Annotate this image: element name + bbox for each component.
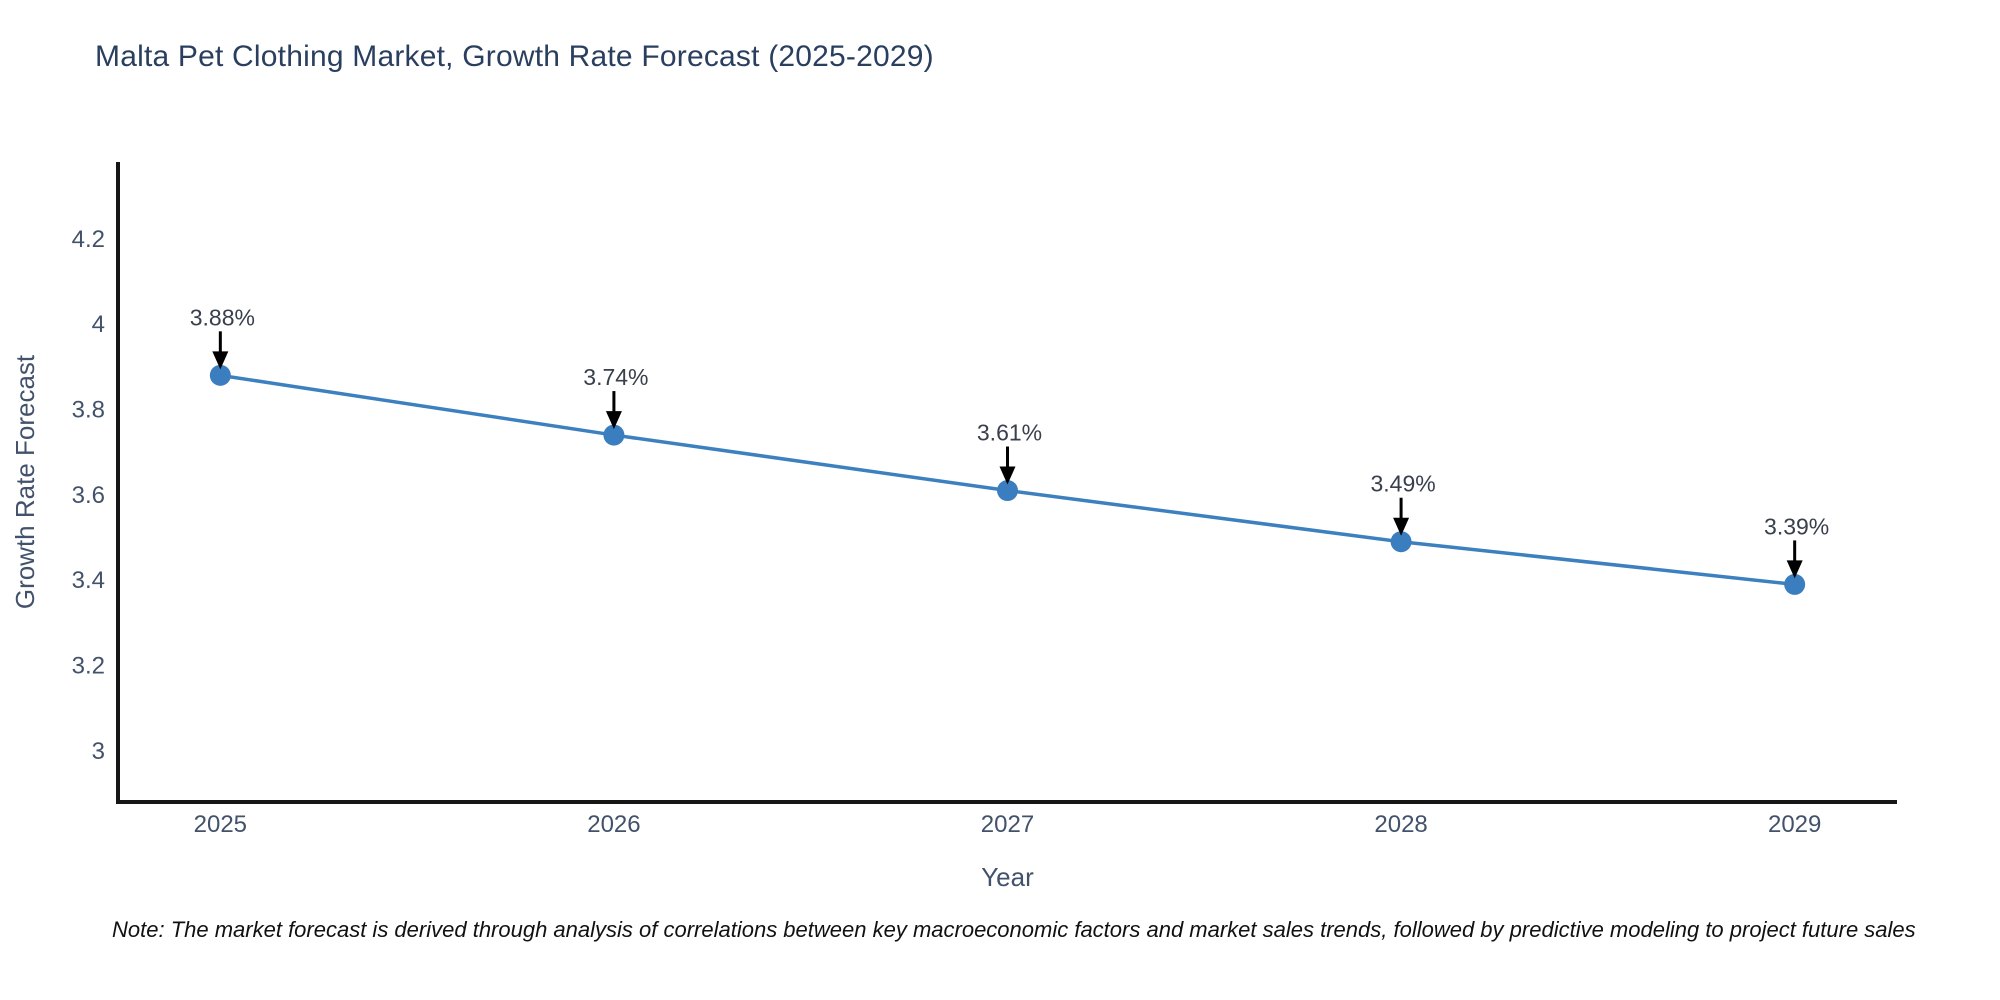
data-point-label: 3.61% — [977, 420, 1042, 446]
y-axis-tick-label: 3.4 — [72, 567, 105, 594]
x-axis-tick-label: 2029 — [1768, 811, 1821, 838]
data-point-label: 3.88% — [190, 304, 255, 330]
chart-footnote: Note: The market forecast is derived thr… — [112, 917, 1916, 942]
data-point-label: 3.49% — [1370, 471, 1435, 497]
annotation-arrowhead-icon — [212, 351, 229, 370]
annotation-arrowhead-icon — [1393, 517, 1410, 536]
x-axis-tick-label: 2027 — [981, 811, 1034, 838]
chart-title: Malta Pet Clothing Market, Growth Rate F… — [95, 40, 934, 73]
data-point-marker[interactable] — [1390, 531, 1412, 553]
data-point-label: 3.74% — [583, 364, 648, 390]
y-axis-tick-label: 3.6 — [72, 482, 105, 509]
y-axis-tick-label: 3 — [92, 738, 105, 765]
x-axis-tick-label: 2026 — [587, 811, 640, 838]
y-axis-tick-label: 4.2 — [72, 226, 105, 253]
data-point-marker[interactable] — [209, 364, 231, 386]
annotation-arrowhead-icon — [1786, 560, 1803, 579]
x-axis-tick-label: 2028 — [1374, 811, 1427, 838]
y-axis-tick-label: 3.2 — [72, 652, 105, 679]
x-axis-tick-label: 2025 — [194, 811, 247, 838]
y-axis-title: Growth Rate Forecast — [10, 354, 40, 609]
y-axis-tick-label: 4 — [92, 311, 105, 338]
annotation-arrowhead-icon — [605, 411, 622, 430]
x-axis-title: Year — [981, 862, 1034, 892]
y-axis-tick-label: 3.8 — [72, 396, 105, 423]
data-point-marker[interactable] — [1784, 573, 1806, 595]
data-point-marker[interactable] — [997, 480, 1018, 502]
data-point-label: 3.39% — [1764, 513, 1829, 539]
data-point-marker[interactable] — [603, 424, 625, 446]
annotation-arrowhead-icon — [999, 466, 1016, 485]
